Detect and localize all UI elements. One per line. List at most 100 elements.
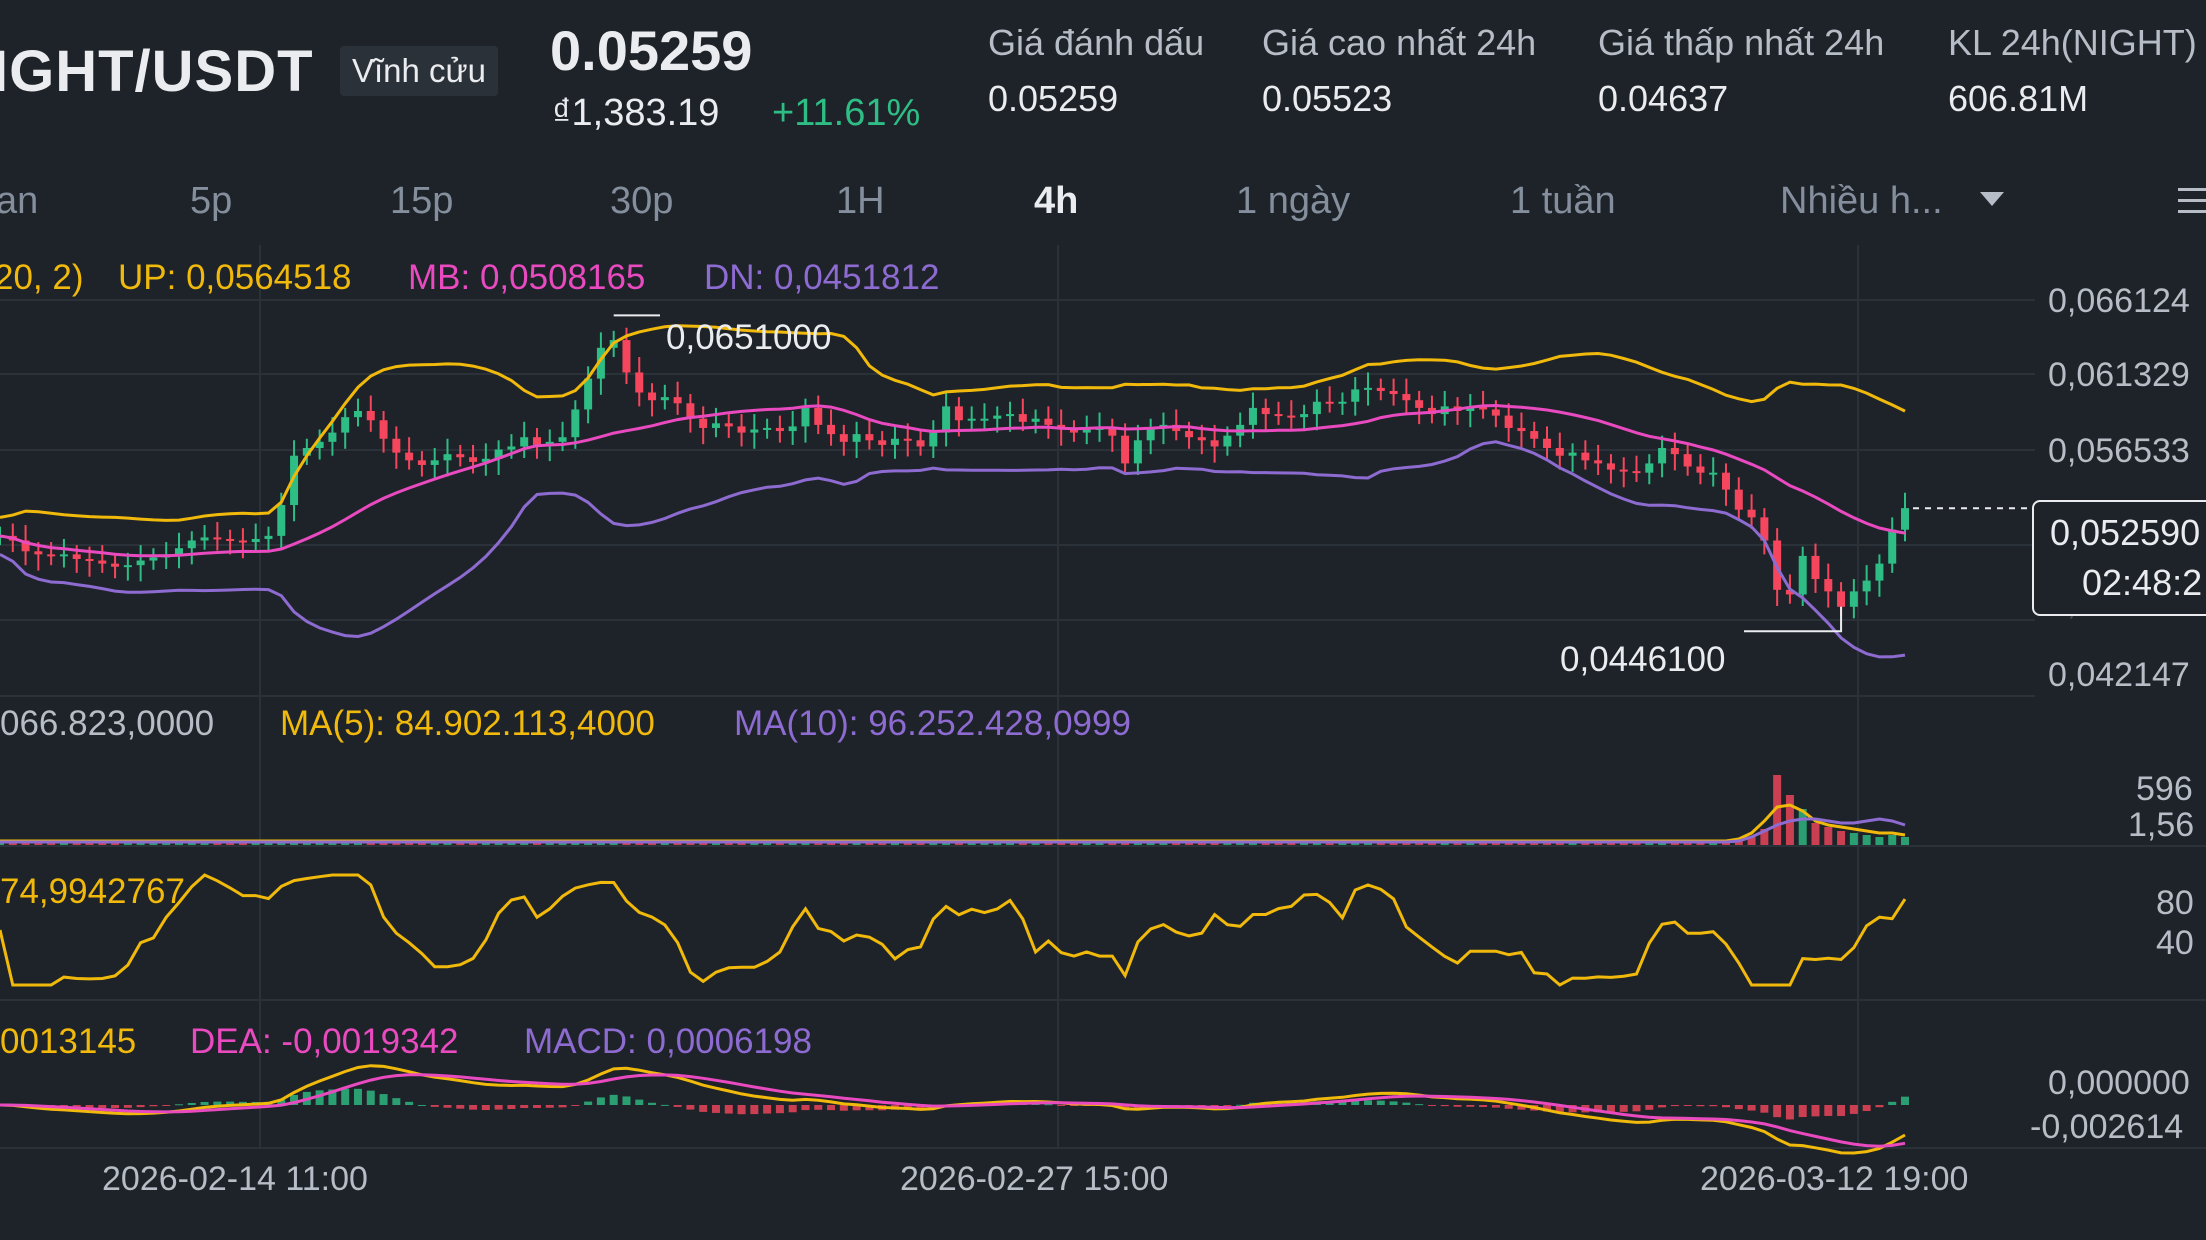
macd-histogram-bar: [1734, 1105, 1743, 1110]
macd-histogram-bar: [635, 1099, 644, 1105]
macd-histogram-bar: [699, 1105, 708, 1112]
macd-histogram-bar: [469, 1105, 478, 1110]
macd-histogram-bar: [1440, 1105, 1449, 1107]
tab-4h[interactable]: 4h: [1034, 180, 1079, 222]
candle-body: [1530, 431, 1539, 439]
vol-ma10: MA(10): 96.252.428,0999: [734, 704, 1131, 743]
candle-body: [277, 505, 286, 536]
tab-1d[interactable]: 1 ngày: [1236, 180, 1351, 222]
macd-histogram-bar: [1888, 1101, 1897, 1105]
macd-histogram-bar: [827, 1105, 836, 1111]
candle-body: [213, 537, 222, 540]
candle-body: [584, 378, 593, 410]
candle-body: [1901, 508, 1909, 530]
macd-histogram-bar: [430, 1105, 439, 1107]
candle-body: [379, 420, 388, 439]
chevron-down-icon[interactable]: [1980, 192, 2004, 206]
candle-body: [443, 454, 452, 461]
macd-histogram-bar: [1645, 1105, 1654, 1110]
candle-body: [1747, 509, 1756, 518]
macd-histogram-bar: [443, 1105, 452, 1108]
volume-24h-value: 606.81M: [1948, 78, 2089, 119]
tab-5m[interactable]: 5p: [190, 180, 233, 222]
candle-body: [315, 441, 324, 448]
chart-settings-icon[interactable]: [2178, 180, 2206, 224]
macd-histogram-bar: [1223, 1105, 1232, 1106]
macd-histogram-bar: [1785, 1105, 1794, 1120]
macd-histogram-bar: [277, 1099, 286, 1105]
macd-histogram-bar: [111, 1105, 120, 1109]
candle-body: [865, 434, 874, 441]
candle-body: [1798, 555, 1807, 595]
candle-body: [1632, 471, 1641, 474]
tab-more[interactable]: Nhiều h...: [1780, 180, 1943, 222]
candle-body: [558, 437, 567, 442]
candle-body: [251, 538, 260, 543]
candle-body: [417, 460, 426, 465]
candle-body: [737, 426, 746, 433]
volume-bar: [1862, 835, 1871, 845]
macd-histogram-bar: [366, 1090, 375, 1105]
low-annotation-line: [1744, 606, 1843, 633]
macd-histogram-bar: [1044, 1104, 1053, 1106]
candle-body: [1133, 440, 1142, 464]
macd-histogram-bar: [1606, 1105, 1615, 1113]
macd-histogram-bar: [174, 1104, 183, 1106]
low-price-annotation: 0,0446100: [1560, 640, 1726, 679]
candle-body: [929, 432, 938, 447]
macd-histogram-bar: [852, 1105, 861, 1111]
candle-body: [226, 538, 235, 541]
candle-body: [903, 438, 912, 441]
candle-body: [520, 437, 529, 447]
macd-value: MACD: 0,0006198: [524, 1022, 812, 1061]
candle-body: [1210, 440, 1219, 447]
tab-15m[interactable]: 15p: [390, 180, 454, 222]
macd-histogram-bar: [315, 1090, 324, 1105]
macd-histogram-bar: [532, 1105, 541, 1108]
candle-body: [1619, 469, 1628, 472]
pair-title[interactable]: IGHT/USDT: [0, 39, 314, 104]
tab-1w[interactable]: 1 tuần: [1510, 180, 1616, 222]
candle-body: [456, 454, 465, 458]
candle-body: [571, 409, 580, 438]
macd-histogram-bar: [1773, 1105, 1782, 1118]
candle-body: [1543, 438, 1552, 448]
boll-upper-line: [0, 324, 1906, 522]
macd-histogram-bar: [85, 1105, 94, 1108]
boll-params: 20, 2): [0, 258, 84, 297]
macd-histogram-bar: [1619, 1105, 1628, 1112]
rsi-axis-tick: 40: [2156, 924, 2194, 962]
candle-body: [1146, 427, 1155, 441]
volume-bar: [1734, 841, 1743, 845]
macd-histogram-bar: [1491, 1105, 1500, 1108]
candle-body: [1709, 472, 1718, 475]
tab-time[interactable]: an: [0, 180, 39, 222]
macd-histogram-bar: [1862, 1105, 1871, 1112]
tab-30m[interactable]: 30p: [610, 180, 674, 222]
candle-body: [1824, 579, 1833, 592]
macd-histogram-bar: [72, 1105, 81, 1108]
price-axis-tick: 0,056533: [2048, 432, 2190, 470]
boll-dn: DN: 0,0451812: [704, 258, 940, 297]
macd-histogram-bar: [405, 1101, 414, 1105]
candle-body: [1274, 414, 1283, 417]
candle-body: [1658, 448, 1667, 464]
candle-body: [1069, 429, 1078, 433]
macd-histogram-bar: [1849, 1105, 1858, 1114]
candle-body: [1504, 415, 1513, 428]
candle-body: [1696, 466, 1705, 473]
candle-body: [507, 446, 516, 450]
candle-body: [1197, 437, 1206, 441]
candle-body: [1082, 427, 1091, 433]
candle-body: [1300, 414, 1309, 418]
candle-body: [750, 429, 759, 433]
last-price: 0.05259: [550, 19, 753, 82]
tab-1h[interactable]: 1H: [836, 180, 885, 222]
time-axis-tick: 2026-02-27 15:00: [900, 1160, 1169, 1198]
candle-body: [290, 455, 299, 506]
macd-histogram-bar: [456, 1105, 465, 1109]
macd-histogram-bar: [737, 1105, 746, 1115]
candle-body: [532, 437, 541, 445]
candle-body: [1875, 563, 1884, 581]
